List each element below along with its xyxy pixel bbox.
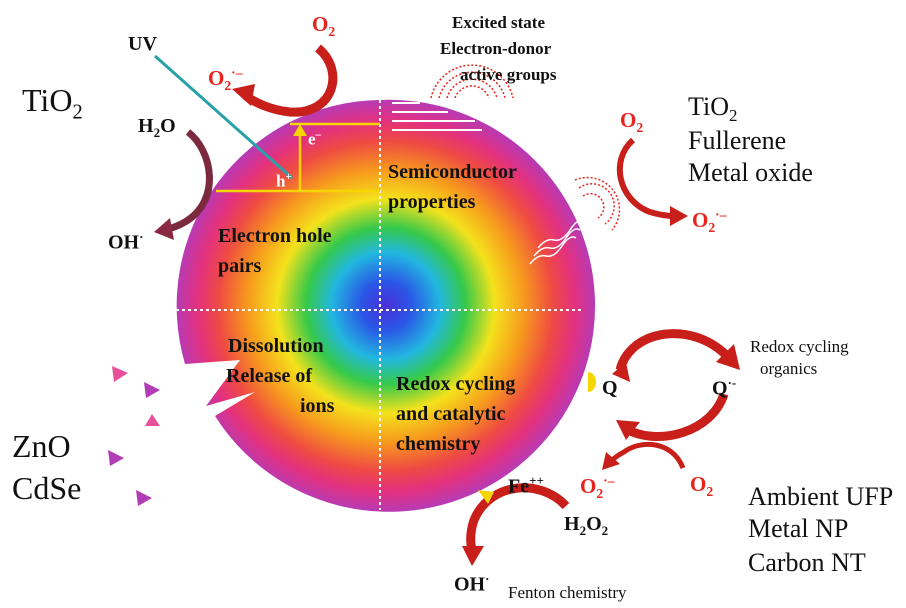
label-oh-bottom: OH· (454, 572, 489, 595)
ion-triangles (108, 366, 160, 506)
label-q: Q (602, 378, 618, 398)
label-right-metal-oxide: Metal oxide (688, 160, 813, 186)
arrow-redox-top (620, 334, 726, 370)
label-tio2-left: TiO2 (22, 84, 83, 123)
label-dissolution-1: Dissolution (228, 336, 324, 356)
arrow-o2-top (246, 48, 333, 112)
label-redox-1: Redox cycling (396, 374, 515, 394)
label-dissolution-3: ions (300, 396, 334, 416)
label-fenton: Fenton chemistry (508, 584, 627, 601)
label-electron-hole-1: Electron hole (218, 226, 332, 246)
label-h2o2: H2O2 (564, 514, 608, 537)
label-semiconductor-2: properties (388, 192, 475, 212)
label-redox-organics-2: organics (760, 360, 817, 377)
yellow-spot-right (588, 372, 596, 392)
label-electron-hole-2: pairs (218, 256, 261, 276)
label-q-radical: Q·- (712, 376, 736, 399)
label-h2o: H2O (138, 116, 176, 139)
label-zno: ZnO (12, 430, 71, 462)
label-uv: UV (128, 34, 157, 54)
label-ambient-ufp: Ambient UFP (748, 484, 893, 510)
label-o2-right: O2 (620, 110, 643, 135)
arrow-redox-bottom (628, 394, 724, 437)
label-o2-radical-right: O2·– (692, 208, 727, 235)
label-o2-bottom: O2 (690, 474, 713, 499)
label-o2-radical-top: O2·– (208, 66, 243, 93)
label-o2-radical-bottom: O2·– (580, 474, 615, 501)
label-metal-np: Metal NP (748, 516, 848, 542)
label-oh-left: OH· (108, 230, 143, 253)
label-h-plus: h+ (276, 172, 292, 190)
label-e-minus: e– (308, 130, 321, 148)
label-carbon-nt: Carbon NT (748, 550, 866, 576)
label-o2-top: O2 (312, 14, 335, 39)
label-redox-2: and catalytic (396, 404, 505, 424)
label-fe: Fe++ (508, 474, 544, 497)
label-redox-3: chemistry (396, 434, 480, 454)
label-excited-1: Excited state (452, 14, 545, 31)
label-right-fullerene: Fullerene (688, 128, 786, 154)
nanoparticle (177, 100, 595, 512)
label-excited-3: active groups (460, 66, 557, 83)
arrow-o2-right (620, 140, 674, 216)
label-redox-organics-1: Redox cycling (750, 338, 849, 355)
label-right-tio2: TiO2 (688, 94, 737, 125)
label-cdse: CdSe (12, 472, 81, 504)
label-dissolution-2: Release of (226, 366, 312, 386)
label-semiconductor-1: Semiconductor (388, 162, 517, 182)
label-excited-2: Electron-donor (440, 40, 551, 57)
